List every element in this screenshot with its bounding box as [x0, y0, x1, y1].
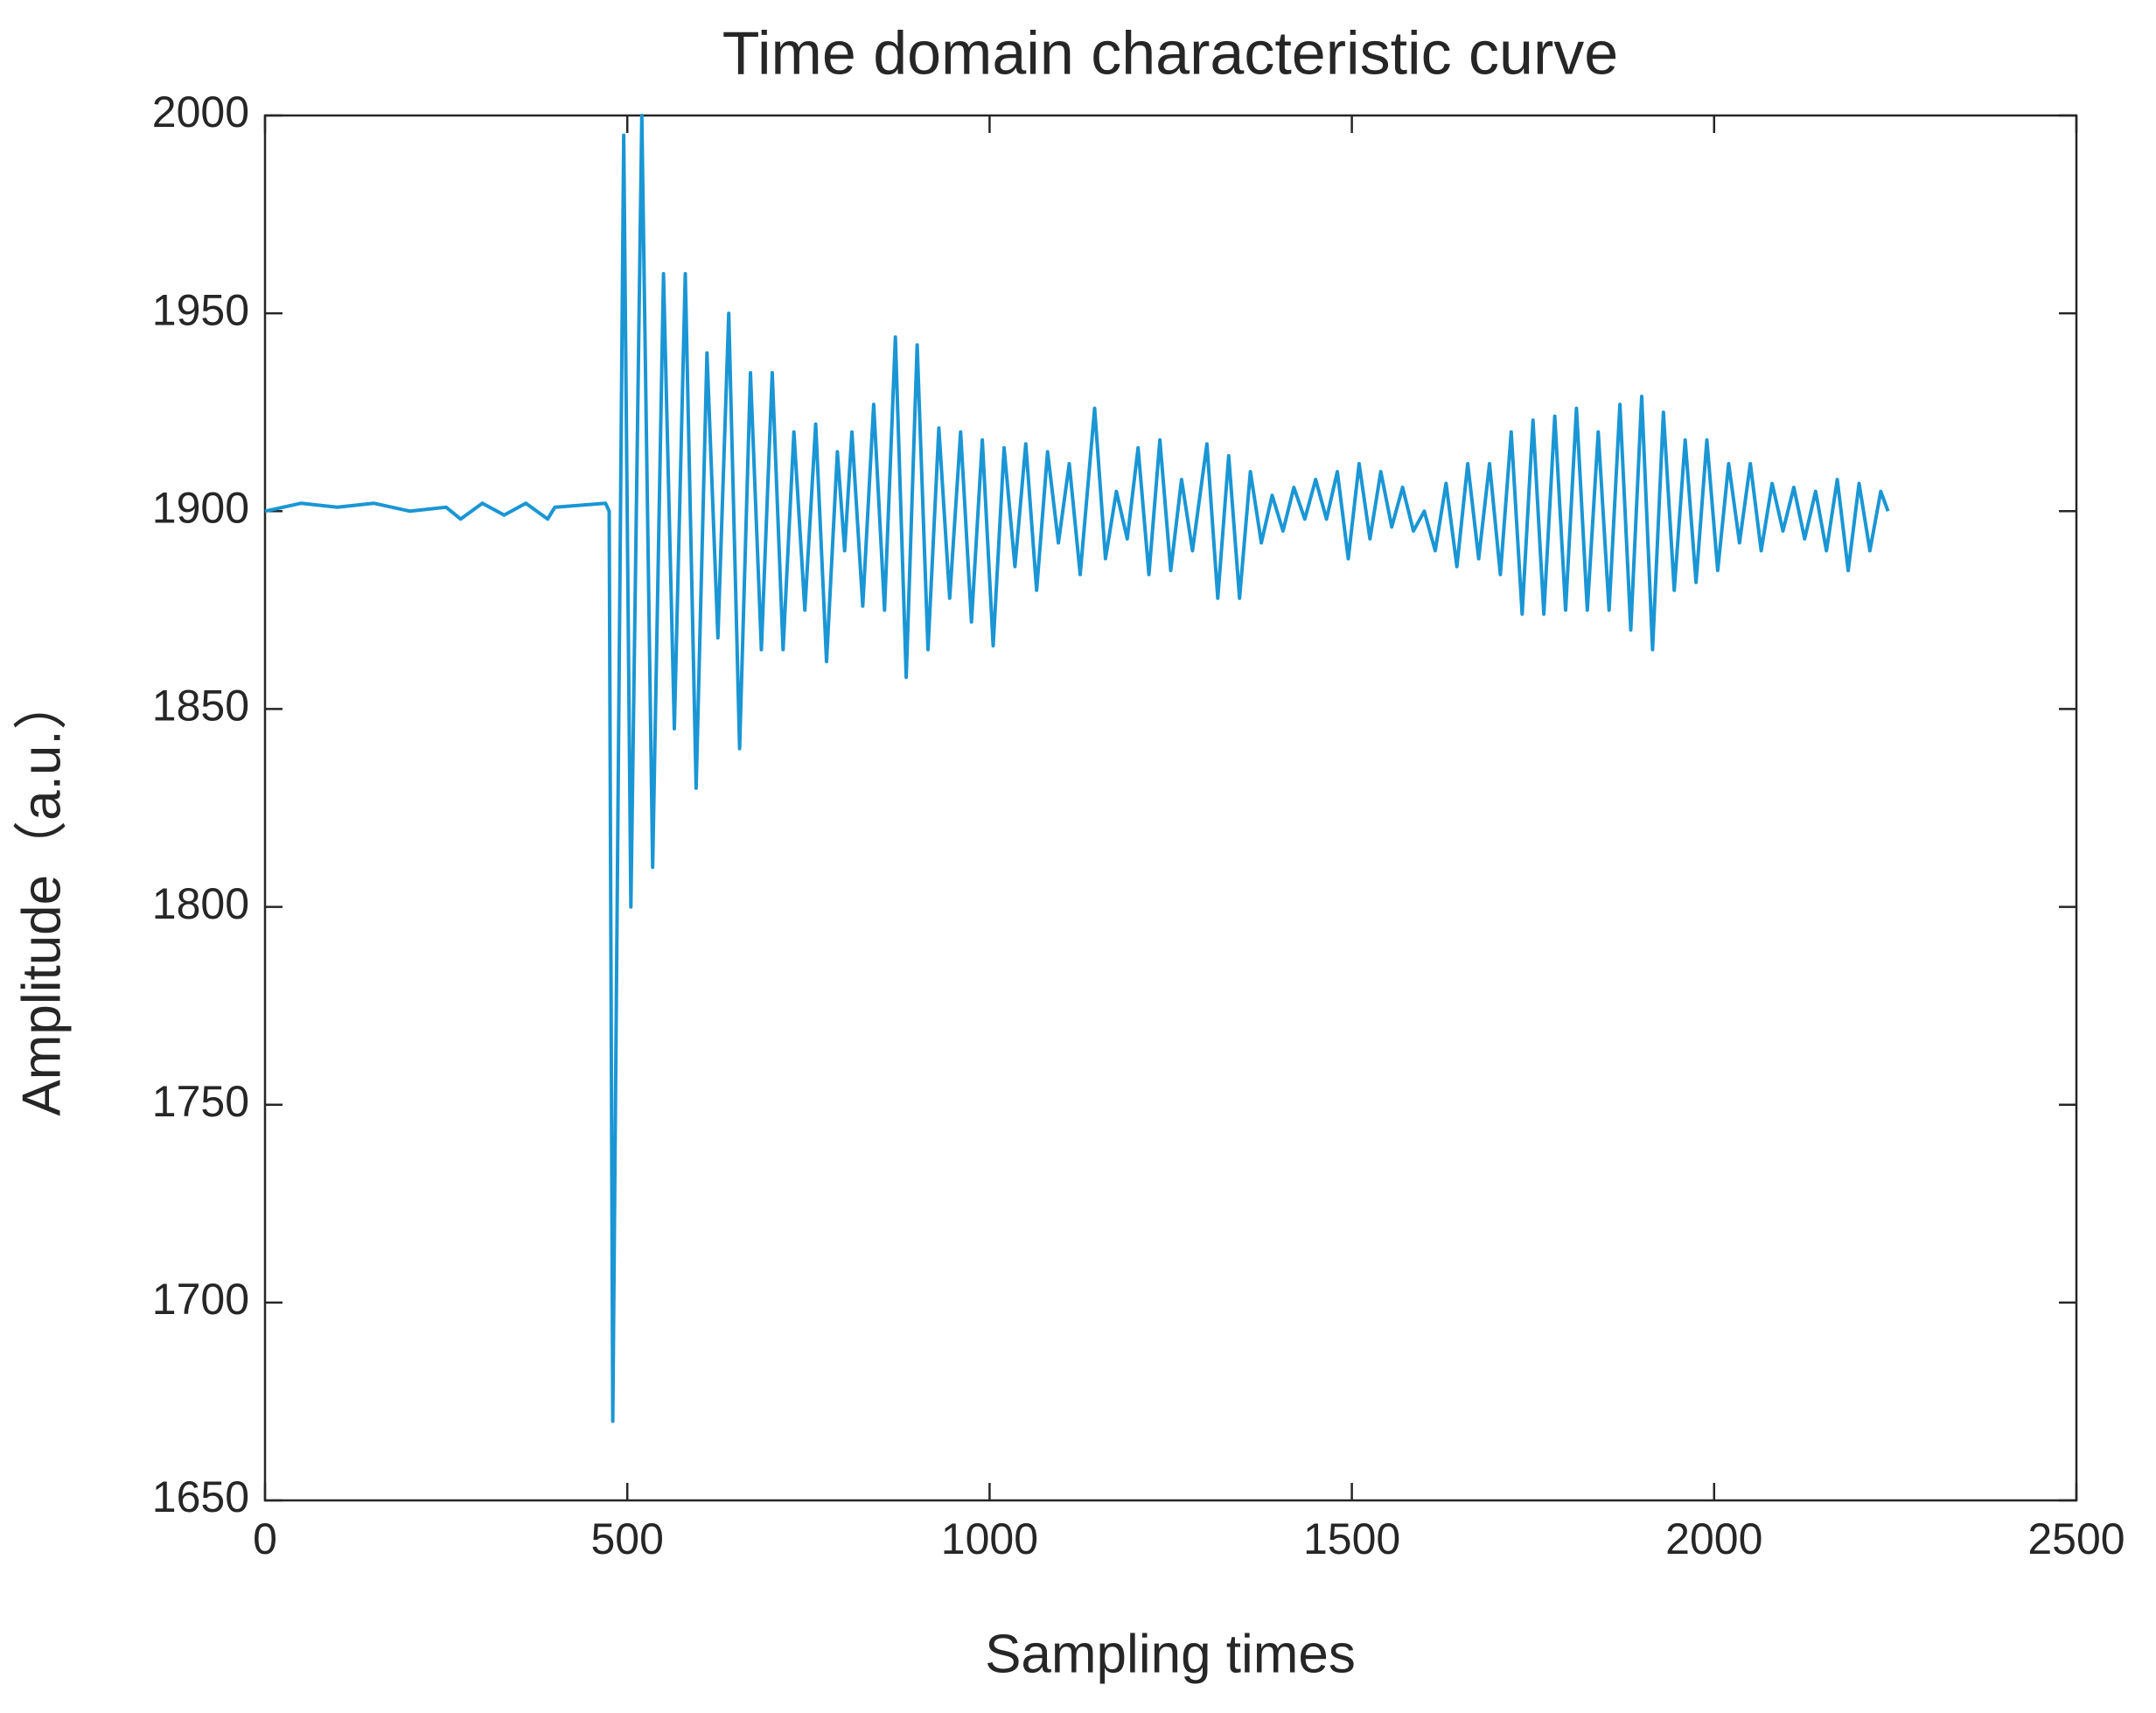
x-tick-label: 1000 [941, 1514, 1038, 1563]
x-axis-label: Sampling times [985, 1624, 1356, 1684]
chart-title: Time domain characteristic curve [722, 18, 1618, 87]
y-tick-label: 1650 [152, 1472, 249, 1521]
y-tick-label: 1700 [152, 1275, 249, 1324]
y-tick-label: 1950 [152, 285, 249, 334]
y-tick-label: 1800 [152, 879, 249, 928]
y-tick-label: 1750 [152, 1077, 249, 1126]
x-tick-label: 0 [253, 1514, 277, 1563]
y-tick-label: 1900 [152, 483, 249, 532]
x-tick-label: 500 [590, 1514, 663, 1563]
x-tick-label: 2500 [2027, 1514, 2125, 1563]
x-tick-label: 1500 [1303, 1514, 1400, 1563]
data-line [264, 114, 1890, 1423]
y-axis-label: Amplitude（a.u.） [11, 675, 72, 1115]
y-tick-label: 2000 [152, 87, 249, 136]
y-tick-label: 1850 [152, 682, 249, 731]
plot-frame [263, 114, 2078, 1502]
x-tick-label: 2000 [1665, 1514, 1762, 1563]
